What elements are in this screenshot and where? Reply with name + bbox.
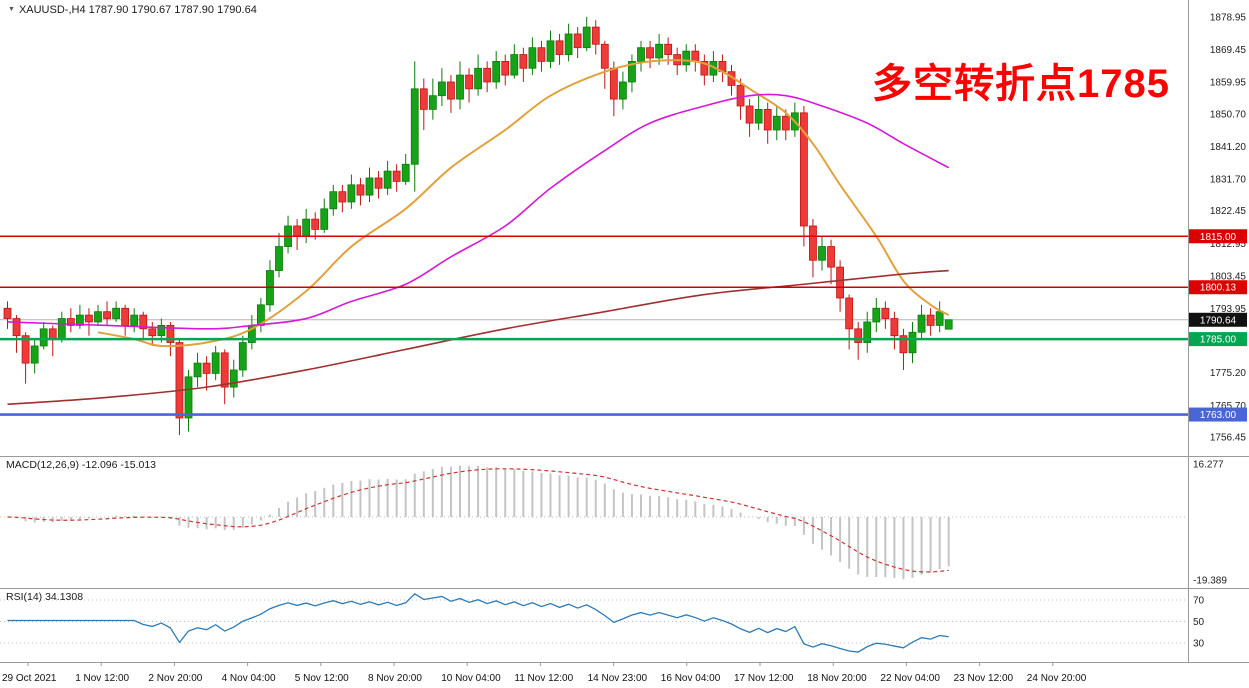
macd-scale-labels: 16.277 -19.389: [1193, 460, 1227, 587]
annotation-text: 多空转折点1785: [872, 62, 1170, 106]
svg-text:11 Nov 12:00: 11 Nov 12:00: [514, 673, 573, 684]
svg-text:1765.70: 1765.70: [1210, 401, 1247, 412]
svg-text:1869.45: 1869.45: [1210, 45, 1247, 56]
rsi-indicator-label: RSI(14) 34.1308: [6, 591, 84, 603]
svg-text:1785.00: 1785.00: [1200, 335, 1237, 346]
svg-text:1831.70: 1831.70: [1210, 175, 1247, 186]
svg-text:30: 30: [1193, 639, 1205, 650]
price-badges: 1815.00 1800.13 1790.64 1785.00 1763.00: [1189, 229, 1247, 422]
svg-text:8 Nov 20:00: 8 Nov 20:00: [368, 673, 422, 684]
svg-text:14 Nov 23:00: 14 Nov 23:00: [588, 673, 648, 684]
svg-text:1763.00: 1763.00: [1200, 410, 1237, 421]
ma-mid-magenta-line: [7, 93, 950, 330]
svg-text:1 Nov 12:00: 1 Nov 12:00: [75, 673, 129, 684]
rsi-line: [7, 592, 949, 653]
svg-text:-19.389: -19.389: [1193, 576, 1227, 587]
svg-text:1775.20: 1775.20: [1210, 368, 1247, 379]
svg-text:1815.00: 1815.00: [1200, 232, 1237, 243]
symbol-ohlc-text: XAUUSD-,H4 1787.90 1790.67 1787.90 1790.…: [18, 4, 257, 16]
svg-text:23 Nov 12:00: 23 Nov 12:00: [954, 673, 1014, 684]
rsi-level-lines: [0, 599, 1188, 644]
panel-separators: [0, 0, 1249, 663]
svg-text:10 Nov 04:00: 10 Nov 04:00: [441, 673, 501, 684]
svg-text:4 Nov 04:00: 4 Nov 04:00: [222, 673, 276, 684]
svg-text:1793.95: 1793.95: [1210, 304, 1247, 315]
svg-text:1756.45: 1756.45: [1210, 433, 1247, 444]
price-axis-labels: 1878.95 1869.45 1859.95 1850.70 1841.20 1831.…: [1210, 13, 1247, 444]
chart-title: ▼ XAUUSD-,H4 1787.90 1790.67 1787.90 1790…: [8, 4, 257, 16]
horizontal-level-lines: [0, 235, 1188, 416]
svg-text:1800.13: 1800.13: [1200, 283, 1237, 294]
svg-text:18 Nov 20:00: 18 Nov 20:00: [807, 673, 867, 684]
svg-text:1878.95: 1878.95: [1210, 13, 1247, 24]
rsi-scale-labels: 70 50 30: [1193, 596, 1205, 650]
ma-slow-darkred-line: [7, 269, 949, 406]
ma-fast-orange-line: [97, 59, 950, 348]
svg-text:1822.45: 1822.45: [1210, 206, 1247, 217]
svg-text:29 Oct 2021: 29 Oct 2021: [2, 673, 57, 684]
candlestick-series: [3, 17, 953, 436]
svg-text:1803.45: 1803.45: [1210, 271, 1247, 282]
svg-text:16.277: 16.277: [1193, 460, 1224, 471]
svg-text:1841.20: 1841.20: [1210, 142, 1247, 153]
time-axis-labels: 29 Oct 2021 1 Nov 12:00 2 Nov 20:00 4 Nov 0…: [2, 662, 1087, 684]
svg-text:1790.64: 1790.64: [1200, 315, 1237, 326]
svg-text:22 Nov 04:00: 22 Nov 04:00: [880, 673, 940, 684]
svg-text:1812.95: 1812.95: [1210, 239, 1247, 250]
symbol-marker-icon: ▼: [8, 6, 15, 13]
svg-text:1859.95: 1859.95: [1210, 78, 1247, 89]
svg-text:24 Nov 20:00: 24 Nov 20:00: [1027, 673, 1087, 684]
macd-indicator-label: MACD(12,26,9) -12.096 -15.013: [6, 459, 156, 471]
svg-text:70: 70: [1193, 596, 1205, 607]
svg-text:5 Nov 12:00: 5 Nov 12:00: [295, 673, 349, 684]
svg-text:1850.70: 1850.70: [1210, 109, 1247, 120]
macd-signal-line: [7, 468, 949, 573]
svg-text:17 Nov 12:00: 17 Nov 12:00: [734, 673, 794, 684]
svg-text:16 Nov 04:00: 16 Nov 04:00: [661, 673, 721, 684]
svg-text:50: 50: [1193, 617, 1205, 628]
macd-histogram: [15, 465, 950, 580]
svg-text:2 Nov 20:00: 2 Nov 20:00: [148, 673, 202, 684]
